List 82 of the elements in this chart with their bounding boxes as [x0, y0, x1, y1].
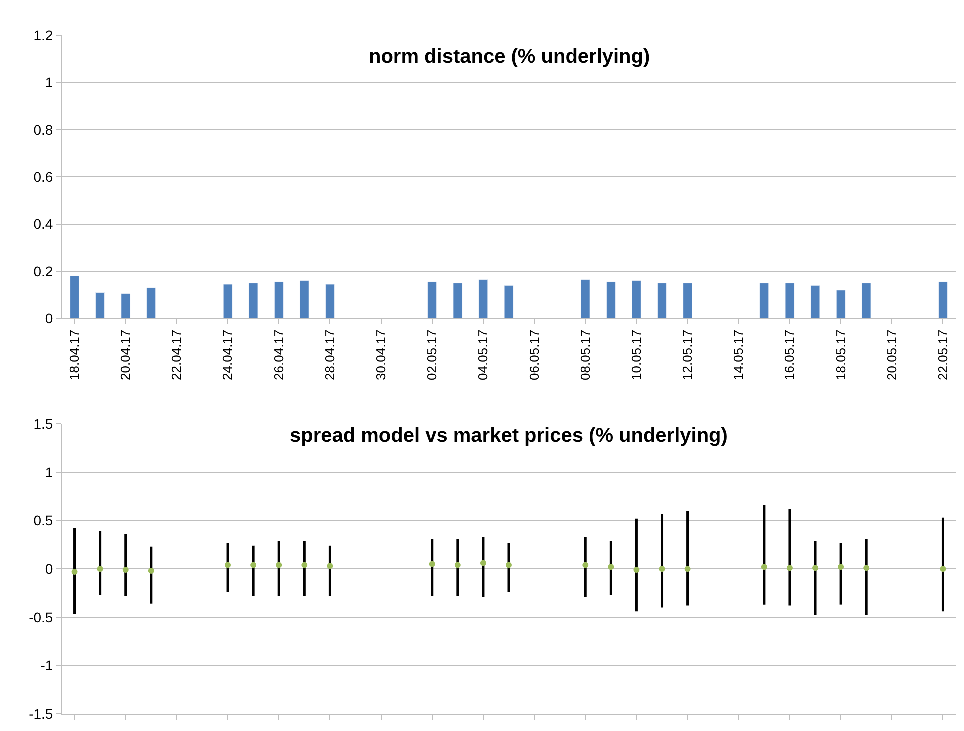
- y-tick-label: 0.5: [34, 512, 54, 529]
- y-tick-label: 0.6: [34, 169, 54, 186]
- point: [812, 565, 819, 572]
- point: [634, 567, 640, 574]
- bar: [121, 294, 131, 319]
- y-tick-label: 0.2: [34, 263, 54, 280]
- point: [786, 565, 793, 572]
- bar: [223, 284, 233, 319]
- point: [97, 566, 104, 572]
- bar: [785, 283, 795, 319]
- bar: [453, 283, 463, 319]
- y-tick-label: 1: [45, 464, 54, 480]
- x-tick-label: 02.05.17: [424, 330, 440, 380]
- point: [864, 565, 870, 572]
- point: [148, 568, 154, 574]
- bar: [606, 282, 616, 319]
- point: [122, 567, 129, 574]
- x-tick-label: 12.05.17: [680, 330, 696, 380]
- point: [838, 564, 844, 570]
- x-tick-label: 30.04.17: [374, 330, 389, 380]
- y-tick-label: 1.2: [34, 27, 54, 44]
- y-tick-label: -1: [40, 658, 54, 674]
- bar: [146, 288, 156, 319]
- x-tick-label: 14.05.17: [731, 330, 746, 380]
- point: [480, 560, 486, 566]
- bar: [658, 283, 667, 319]
- y-tick-label: 1: [45, 74, 54, 91]
- y-tick-label: 0.8: [34, 122, 54, 138]
- bar: [836, 290, 846, 319]
- point: [608, 564, 614, 570]
- y-tick-label: 1.5: [34, 416, 54, 432]
- bar: [325, 284, 335, 319]
- bar: [580, 279, 590, 319]
- point: [454, 562, 461, 568]
- point: [761, 564, 768, 570]
- x-tick-label: 22.04.17: [169, 330, 184, 380]
- bar: [300, 280, 310, 319]
- x-tick-label: 08.05.17: [578, 330, 593, 380]
- bar: [428, 282, 438, 319]
- x-tick-label: 16.05.17: [782, 330, 798, 380]
- point: [659, 566, 666, 572]
- text: norm distance (% underlying): [369, 46, 650, 68]
- x-tick-label: 10.05.17: [628, 330, 644, 380]
- point: [684, 566, 691, 572]
- bar: [862, 283, 872, 319]
- point: [327, 563, 334, 570]
- point: [302, 562, 308, 568]
- x-tick-label: 20.05.17: [884, 330, 900, 380]
- bar: [248, 283, 258, 319]
- bar: [760, 283, 770, 319]
- x-tick-label: 06.05.17: [526, 330, 542, 380]
- y-tick-label: 0: [45, 310, 54, 327]
- x-tick-label: 18.05.17: [833, 330, 848, 380]
- point: [506, 562, 512, 568]
- bar: [70, 276, 80, 319]
- point: [250, 562, 257, 568]
- bar: [683, 283, 693, 319]
- point: [225, 562, 232, 568]
- point: [72, 568, 78, 575]
- point: [276, 562, 282, 568]
- bar: [938, 282, 948, 319]
- x-tick-label: 24.04.17: [220, 330, 236, 380]
- point: [582, 562, 589, 568]
- x-tick-label: 26.04.17: [271, 330, 286, 380]
- x-tick-label: 18.04.17: [66, 330, 82, 380]
- y-tick-label: 0: [45, 560, 54, 577]
- point: [940, 566, 946, 572]
- bar: [504, 285, 514, 319]
- y-tick-label: -0.5: [29, 609, 54, 626]
- x-tick-label: 22.05.17: [935, 330, 950, 380]
- bar: [96, 292, 106, 319]
- chart-title: spread model vs market prices (% underlying): [290, 425, 728, 447]
- x-tick-label: 20.04.17: [118, 330, 134, 380]
- y-tick-label: -1.5: [29, 706, 54, 722]
- point: [429, 561, 436, 568]
- y-tick-label: 0.4: [34, 216, 54, 232]
- x-tick-label: 28.04.17: [322, 330, 338, 380]
- bar: [632, 280, 642, 319]
- bar: [274, 282, 284, 319]
- bar: [478, 279, 488, 319]
- bar: [810, 285, 820, 319]
- x-tick-label: 04.05.17: [476, 330, 491, 380]
